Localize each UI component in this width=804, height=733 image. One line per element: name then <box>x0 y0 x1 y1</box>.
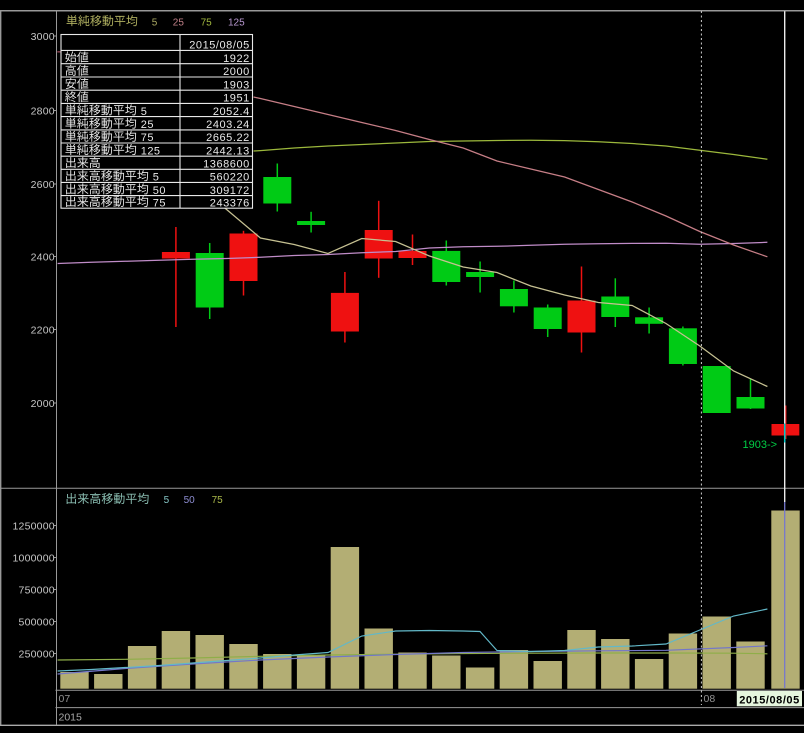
svg-text:2403.24: 2403.24 <box>206 119 250 131</box>
svg-text:2665.22: 2665.22 <box>206 132 250 144</box>
svg-text:50: 50 <box>153 185 166 197</box>
svg-text:5: 5 <box>164 495 170 506</box>
svg-text:2015/08/05: 2015/08/05 <box>739 694 800 706</box>
svg-text:2000: 2000 <box>31 398 55 410</box>
svg-text:2200: 2200 <box>31 324 55 336</box>
svg-text:75: 75 <box>212 495 224 506</box>
svg-text:2600: 2600 <box>31 179 55 191</box>
svg-text:125: 125 <box>141 145 161 157</box>
svg-text:250000: 250000 <box>19 648 55 660</box>
svg-text:1903->: 1903-> <box>743 439 778 451</box>
svg-text:243376: 243376 <box>210 197 250 209</box>
svg-text:125: 125 <box>228 18 245 29</box>
svg-text:07: 07 <box>59 693 71 705</box>
svg-text:500000: 500000 <box>19 616 55 628</box>
svg-text:2442.13: 2442.13 <box>206 145 250 157</box>
svg-text:50: 50 <box>184 495 196 506</box>
svg-text:1368600: 1368600 <box>203 159 250 171</box>
svg-text:2800: 2800 <box>31 105 55 117</box>
svg-text:25: 25 <box>141 119 154 131</box>
svg-text:5: 5 <box>152 18 158 29</box>
svg-text:25: 25 <box>173 18 185 29</box>
svg-text:2000: 2000 <box>223 66 250 78</box>
svg-text:750000: 750000 <box>19 584 55 596</box>
svg-text:2400: 2400 <box>31 251 55 263</box>
svg-text:1903: 1903 <box>223 79 250 91</box>
svg-text:08: 08 <box>704 693 716 705</box>
svg-text:1000000: 1000000 <box>13 552 55 564</box>
svg-text:560220: 560220 <box>210 172 250 184</box>
svg-text:5: 5 <box>153 172 160 184</box>
svg-text:75: 75 <box>201 18 213 29</box>
svg-text:309172: 309172 <box>210 185 250 197</box>
svg-text:2015: 2015 <box>59 711 83 723</box>
svg-text:75: 75 <box>153 197 166 209</box>
svg-text:2052.4: 2052.4 <box>213 106 250 118</box>
svg-text:1951: 1951 <box>223 93 250 105</box>
svg-text:2015/08/05: 2015/08/05 <box>189 40 250 52</box>
svg-text:3000: 3000 <box>31 31 55 43</box>
svg-text:1922: 1922 <box>223 53 250 65</box>
svg-text:5: 5 <box>141 106 148 118</box>
svg-text:75: 75 <box>141 132 154 144</box>
svg-text:1250000: 1250000 <box>13 520 55 532</box>
